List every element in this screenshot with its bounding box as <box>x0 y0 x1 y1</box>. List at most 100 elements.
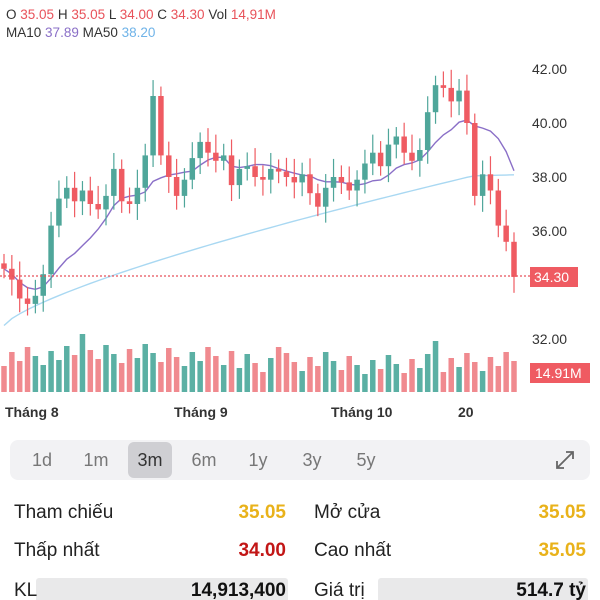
volume-bar <box>32 356 39 392</box>
volume-bar <box>173 357 180 392</box>
candle-body <box>40 274 46 296</box>
volume-bar <box>377 369 384 392</box>
candle-body <box>9 268 15 280</box>
volume-bar <box>487 357 494 392</box>
stat-label: Mở cửa <box>314 502 381 523</box>
candle-body <box>472 123 478 196</box>
y-axis: 42.00 40.00 38.00 36.00 32.00 <box>532 61 567 347</box>
candle-body <box>346 182 352 191</box>
candle-body <box>252 166 258 177</box>
stat-value: 35.05 <box>538 502 586 523</box>
stat-label: Thấp nhất <box>14 540 100 561</box>
candle-body <box>338 177 345 183</box>
volume-bar <box>424 354 431 392</box>
volume-bar <box>260 372 266 392</box>
volume-bar <box>432 341 439 392</box>
range-3y-button[interactable]: 3y <box>302 449 322 470</box>
stat-value: 35.05 <box>538 540 586 561</box>
volume-bar <box>464 353 470 392</box>
volume-bar <box>181 366 188 392</box>
high-label: H <box>57 7 68 22</box>
candle-body <box>487 174 494 191</box>
ma50-line <box>3 174 515 327</box>
stat-value: 14,913,400 <box>190 580 286 600</box>
stat-label: KL <box>14 580 38 600</box>
candle-body <box>166 155 172 177</box>
volume-bar <box>338 370 345 392</box>
candle-body <box>307 174 313 194</box>
volume-bar <box>346 356 352 392</box>
candle-body <box>440 85 447 88</box>
volume-bar <box>236 368 243 392</box>
candle-body <box>495 190 502 226</box>
volume-bar <box>456 367 462 392</box>
price-chart[interactable]: 42.00 40.00 38.00 36.00 32.00 34.30 14.9… <box>0 44 600 424</box>
candle-body <box>322 187 329 207</box>
candle-body <box>205 141 211 153</box>
candle-body <box>158 96 164 156</box>
stat-kl: KL 14,913,400 <box>14 573 286 600</box>
candle-body <box>197 141 203 159</box>
volume-bar <box>166 348 172 392</box>
candle-body <box>48 225 54 275</box>
x-tick-thang-9: Tháng 9 <box>174 404 228 420</box>
stat-label: Giá trị <box>314 580 365 600</box>
candle-body <box>503 225 509 242</box>
candle-body <box>71 187 78 202</box>
volume-bar <box>472 362 478 392</box>
stat-value: 514.7 tỷ <box>516 580 586 600</box>
volume-bar <box>150 353 156 392</box>
candle-body <box>228 155 235 186</box>
low-value: 34.00 <box>119 7 154 22</box>
candle-body <box>150 96 156 156</box>
volume-bar <box>189 352 196 392</box>
y-tick-32: 32.00 <box>532 331 567 347</box>
candle-body <box>330 177 337 188</box>
range-1d-button[interactable]: 1d <box>31 449 53 470</box>
candle-body <box>456 90 462 102</box>
volume-bar <box>503 352 509 392</box>
candle-body <box>220 155 227 161</box>
range-1m-button[interactable]: 1m <box>83 449 109 470</box>
volume-bar <box>24 347 31 392</box>
volume-bar <box>205 347 211 392</box>
volume-bar <box>315 366 321 392</box>
y-tick-36: 36.00 <box>532 223 567 239</box>
high-value: 35.05 <box>71 7 106 22</box>
y-tick-38: 38.00 <box>532 169 567 185</box>
candle-body <box>103 195 109 210</box>
volume-bar <box>448 358 454 392</box>
range-1y-button[interactable]: 1y <box>248 449 268 470</box>
stat-value: 34.00 <box>238 540 286 561</box>
expand-icon[interactable] <box>554 449 576 471</box>
x-tick-thang-10: Tháng 10 <box>331 404 393 420</box>
volume-bar <box>409 359 415 392</box>
x-tick-20: 20 <box>458 404 474 420</box>
range-5y-button[interactable]: 5y <box>356 449 376 470</box>
volume-bar <box>134 358 141 392</box>
close-label: C <box>157 7 168 22</box>
candle-body <box>173 177 180 196</box>
range-6m-button[interactable]: 6m <box>191 449 217 470</box>
candle-body <box>142 155 148 188</box>
candle-body <box>299 174 305 183</box>
stat-value: 35.05 <box>238 502 286 523</box>
ma50-label: MA50 <box>82 25 118 40</box>
range-3m-button[interactable]: 3m <box>128 442 172 478</box>
stat-mo-cua: Mở cửa 35.05 <box>314 495 586 531</box>
volume-bar <box>401 373 407 392</box>
candle-body <box>181 179 188 196</box>
candle-body <box>424 112 431 150</box>
volume-bar <box>220 365 227 392</box>
candle-body <box>16 279 23 299</box>
volume-bar <box>291 362 298 392</box>
volume-bar <box>158 362 164 392</box>
volume-bar <box>213 356 219 392</box>
range-selector: 1d 1m 3m 6m 1y 3y 5y <box>10 440 590 480</box>
volume-bar <box>370 360 376 392</box>
candle-body <box>244 166 250 169</box>
volume-bar <box>1 366 7 392</box>
candle-body <box>32 295 39 304</box>
ma50-value: 38.20 <box>121 25 156 40</box>
last-volume-value: 14.91M <box>535 365 582 381</box>
